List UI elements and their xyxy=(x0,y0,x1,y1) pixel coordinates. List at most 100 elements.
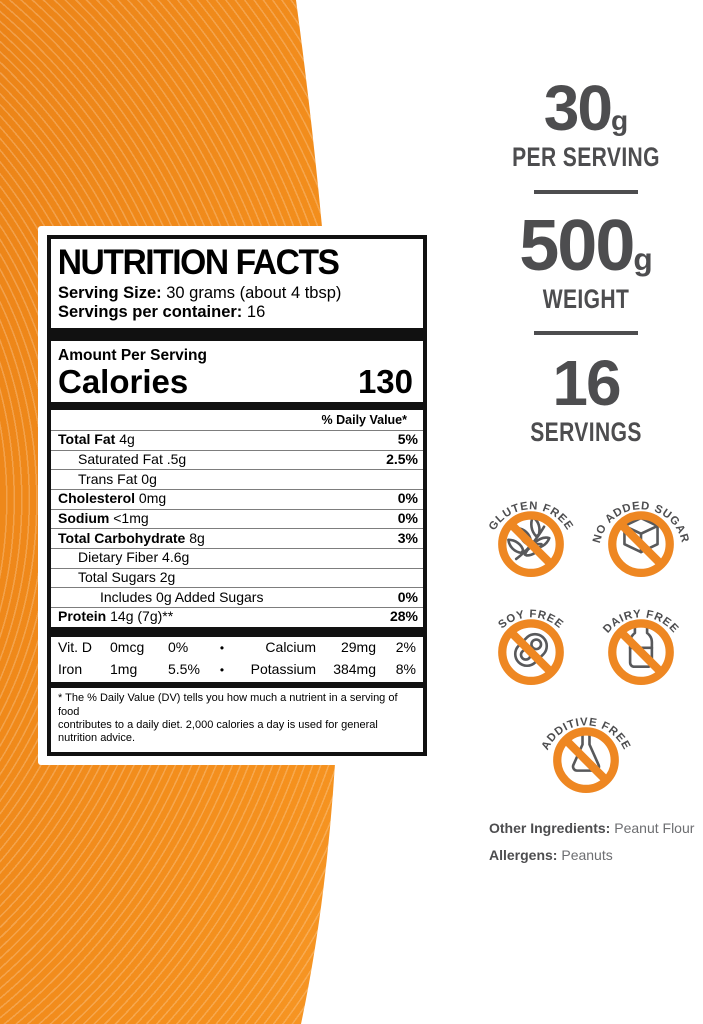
serving-size-value: 30 grams (about 4 tbsp) xyxy=(166,283,342,302)
nutrient-name: Protein 14g (7g)** xyxy=(58,608,174,625)
badge-no-added-sugar: NO ADDED SUGAR xyxy=(587,478,695,579)
badge-dairy-free: DAIRY FREE xyxy=(587,586,695,687)
nutrition-facts-box: NUTRITION FACTS Serving Size: 30 grams (… xyxy=(47,235,427,756)
stat-label: WEIGHT xyxy=(542,283,630,314)
stat-per-serving: 30g PER SERVING xyxy=(468,76,703,173)
footer-other-ingredients: Other Ingredients: Peanut Flour xyxy=(489,820,703,836)
badge-graphic: ADDITIVE FREE xyxy=(540,716,632,794)
stat-divider xyxy=(534,331,638,336)
minerals-row: Vit. D 0mcg 0% • Calcium 29mg 2% xyxy=(51,637,423,659)
mineral-dv: 5.5% xyxy=(168,660,200,677)
serving-size-line: Serving Size: 30 grams (about 4 tbsp) xyxy=(51,284,423,303)
nutrient-row: Total Carbohydrate 8g 3% xyxy=(51,528,423,548)
nutrient-dv: 5% xyxy=(397,431,418,448)
badge-row: ADDITIVE FREE xyxy=(468,694,703,795)
servings-per-container-line: Servings per container: 16 xyxy=(51,303,423,327)
serving-size-label: Serving Size: xyxy=(58,283,162,302)
separator-bar-thick xyxy=(51,626,423,637)
calories-value: 130 xyxy=(357,362,413,400)
nutrient-dv: 0% xyxy=(397,490,418,507)
badge-graphic: SOY FREE xyxy=(496,608,565,686)
badges-grid: GLUTEN FREE NO ADDED SUGA xyxy=(468,478,703,795)
nutrient-dv: 0% xyxy=(397,588,418,605)
nutrient-row: Trans Fat 0g xyxy=(51,469,423,489)
allergens-value: Peanuts xyxy=(561,847,613,863)
ingredients-footer: Other Ingredients: Peanut Flour Allergen… xyxy=(489,820,703,874)
amount-per-serving-label: Amount Per Serving xyxy=(58,346,207,364)
stats-column: 30g PER SERVING 500g WEIGHT 16 SERVINGS xyxy=(468,76,703,448)
nutrient-row: Protein 14g (7g)** 28% xyxy=(51,606,423,627)
badge-row: GLUTEN FREE NO ADDED SUGA xyxy=(468,478,703,579)
nutrient-row: Cholesterol 0mg 0% xyxy=(51,488,423,509)
stat-label: PER SERVING xyxy=(512,142,660,172)
mineral-amount: 29mg xyxy=(340,639,376,656)
nutrient-name: Total Fat 4g xyxy=(58,431,135,448)
mineral-amount: 0mcg xyxy=(110,639,145,656)
stat-label: SERVINGS xyxy=(530,417,642,448)
stat-value: 16 xyxy=(552,347,621,420)
mineral-amount: 1mg xyxy=(110,660,138,677)
nutrient-name: Saturated Fat .5g xyxy=(78,451,187,468)
mineral-name: Iron xyxy=(58,660,83,677)
stat-unit: g xyxy=(610,105,629,136)
calories-row: Calories 130 xyxy=(51,362,423,402)
nutrient-name: Total Carbohydrate 8g xyxy=(58,529,205,546)
nutrition-facts-title: NUTRITION FACTS xyxy=(57,243,340,282)
nutrient-row: Dietary Fiber 4.6g xyxy=(51,547,423,568)
nutrient-row: Total Sugars 2g xyxy=(51,567,423,588)
daily-value-header: % Daily Value* xyxy=(321,412,407,427)
daily-value-footnote: * The % Daily Value (DV) tells you how m… xyxy=(51,688,423,752)
nutrient-dv: 0% xyxy=(397,510,418,527)
separator-bar-thin xyxy=(51,682,423,689)
mineral-name: Calcium xyxy=(265,639,316,656)
nutrient-dv: 2.5% xyxy=(386,451,418,468)
badge-graphic: DAIRY FREE xyxy=(601,608,680,686)
stat-unit: g xyxy=(633,240,653,277)
other-ingredients-label: Other Ingredients: xyxy=(489,820,611,836)
nutrient-name: Sodium <1mg xyxy=(58,510,149,527)
badge-additive-free: ADDITIVE FREE xyxy=(532,694,640,795)
separator-bar-medium xyxy=(51,401,423,410)
nutrient-row: Total Fat 4g 5% xyxy=(51,429,423,450)
nutrient-name: Dietary Fiber 4.6g xyxy=(78,549,190,566)
nutrient-name: Includes 0g Added Sugars xyxy=(100,588,264,605)
stat-weight: 500g WEIGHT xyxy=(468,210,703,315)
mineral-dv: 0% xyxy=(168,639,189,656)
mineral-dv: 2% xyxy=(395,639,416,656)
calories-label: Calories xyxy=(58,362,189,400)
stat-divider xyxy=(534,189,638,194)
nutrient-dv: 28% xyxy=(389,608,418,625)
nutrient-name: Trans Fat 0g xyxy=(78,470,157,487)
stat-servings: 16 SERVINGS xyxy=(468,351,703,448)
nutrition-facts-panel: NUTRITION FACTS Serving Size: 30 grams (… xyxy=(38,226,436,765)
nutrient-dv: 3% xyxy=(397,529,418,546)
nutrient-name: Total Sugars 2g xyxy=(78,569,176,586)
mineral-dv: 8% xyxy=(395,660,416,677)
mineral-amount: 384mg xyxy=(333,660,376,677)
stat-value: 30g xyxy=(543,72,629,144)
mineral-name: Vit. D xyxy=(58,639,92,656)
servings-value: 16 xyxy=(246,303,266,322)
other-ingredients-value: Peanut Flour xyxy=(614,820,695,836)
stat-value: 500g xyxy=(519,205,653,286)
nutrient-row: Sodium <1mg 0% xyxy=(51,508,423,529)
nutrient-name: Cholesterol 0mg xyxy=(58,490,167,507)
footnote-line: contributes to a daily diet. 2,000 calor… xyxy=(58,719,378,745)
footer-allergens: Allergens: Peanuts xyxy=(489,847,703,863)
badge-graphic: GLUTEN FREE xyxy=(487,500,574,578)
badge-graphic: NO ADDED SUGAR xyxy=(591,500,690,578)
allergens-label: Allergens: xyxy=(489,847,558,863)
badge-soy-free: SOY FREE xyxy=(477,586,585,687)
separator-bar-thick xyxy=(51,327,423,341)
mineral-name: Potassium xyxy=(250,660,316,677)
footnote-line: * The % Daily Value (DV) tells you how m… xyxy=(58,692,398,718)
badge-gluten-free: GLUTEN FREE xyxy=(477,478,585,579)
minerals-row: Iron 1mg 5.5% • Potassium 384mg 8% xyxy=(51,658,423,680)
nutrient-row: Saturated Fat .5g 2.5% xyxy=(51,449,423,470)
badge-row: SOY FREE DAIRY FREE xyxy=(468,586,703,687)
bullet-separator: • xyxy=(219,641,225,656)
nutrient-row: Includes 0g Added Sugars 0% xyxy=(51,587,423,607)
servings-label: Servings per container: xyxy=(58,303,243,322)
bullet-separator: • xyxy=(219,662,225,677)
